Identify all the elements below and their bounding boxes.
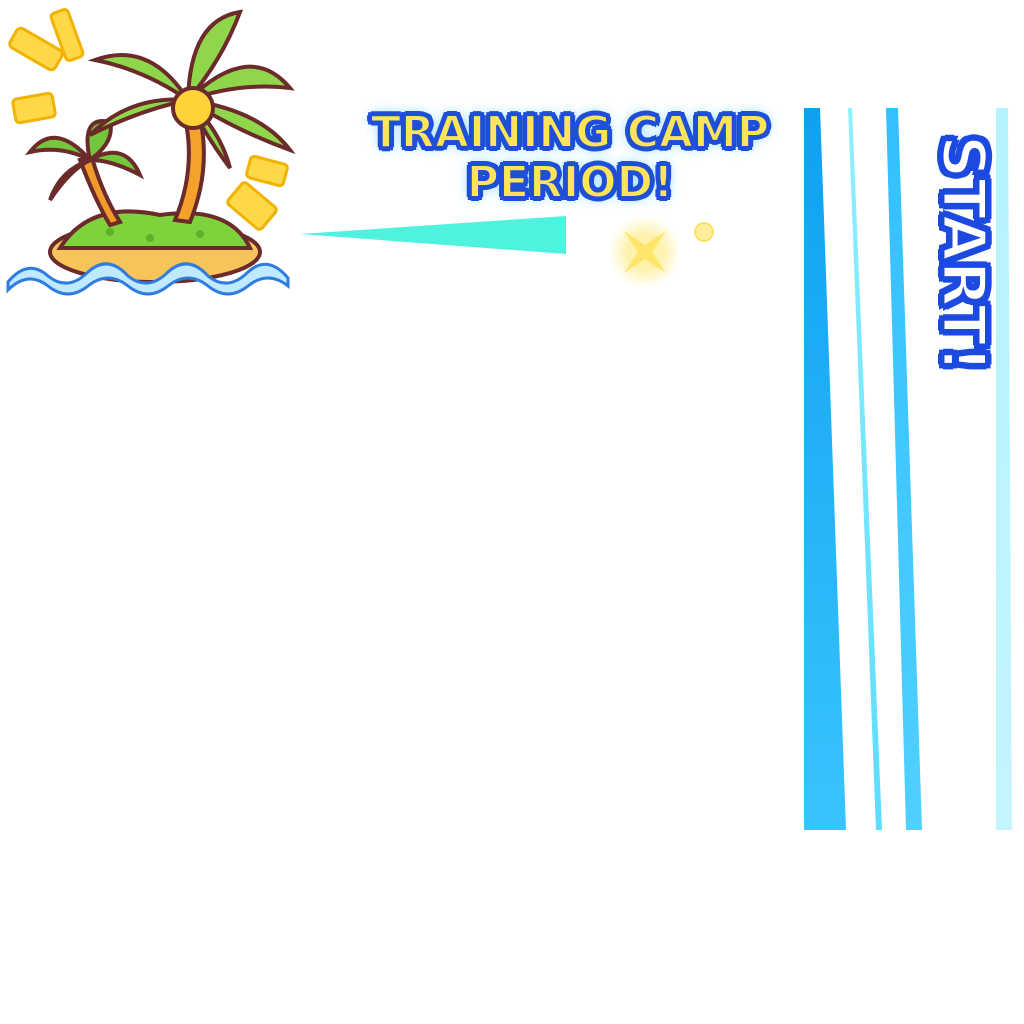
sparkle-icon: [600, 210, 730, 290]
start-label-container: START!: [915, 135, 995, 385]
title-line-1: TRAINING CAMP: [330, 108, 810, 158]
light-beam: [300, 210, 580, 260]
title-line-2: PERIOD!: [330, 158, 810, 208]
start-label: START!: [931, 135, 995, 373]
banner-title: TRAINING CAMP PERIOD!: [330, 108, 810, 208]
tropical-island-icon: [0, 0, 310, 300]
